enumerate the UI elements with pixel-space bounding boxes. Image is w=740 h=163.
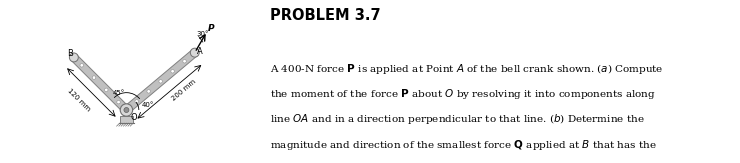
Text: 120 mm: 120 mm [67,88,92,112]
Circle shape [183,59,186,63]
Polygon shape [71,55,130,113]
Text: 200 mm: 200 mm [171,79,198,102]
Text: O: O [131,113,138,122]
Text: line $OA$ and in a direction perpendicular to that line. ($b$) Determine the: line $OA$ and in a direction perpendicul… [270,112,645,126]
Text: A: A [198,47,203,56]
Text: B: B [67,49,73,58]
Circle shape [147,90,150,93]
Text: 40°: 40° [142,102,154,108]
Polygon shape [124,50,198,113]
Text: 30°: 30° [197,31,209,37]
Text: A 400-N force $\mathbf{P}$ is applied at Point $A$ of the bell crank shown. ($a$: A 400-N force $\mathbf{P}$ is applied at… [270,62,663,76]
Circle shape [159,80,162,83]
Polygon shape [120,116,133,123]
Circle shape [171,70,175,73]
Circle shape [80,64,84,67]
Text: PROBLEM 3.7: PROBLEM 3.7 [270,8,380,23]
Text: 45°: 45° [112,90,125,96]
Text: magnitude and direction of the smallest force $\mathbf{Q}$ applied at $B$ that h: magnitude and direction of the smallest … [270,138,656,152]
Circle shape [104,88,108,92]
Circle shape [124,108,129,112]
Text: the moment of the force $\mathbf{P}$ about $O$ by resolving it into components a: the moment of the force $\mathbf{P}$ abo… [270,87,656,101]
Circle shape [190,48,199,57]
Circle shape [70,53,78,62]
Circle shape [92,76,95,79]
Circle shape [135,100,138,103]
Text: P: P [208,24,215,33]
Circle shape [117,100,121,104]
Circle shape [120,104,132,116]
